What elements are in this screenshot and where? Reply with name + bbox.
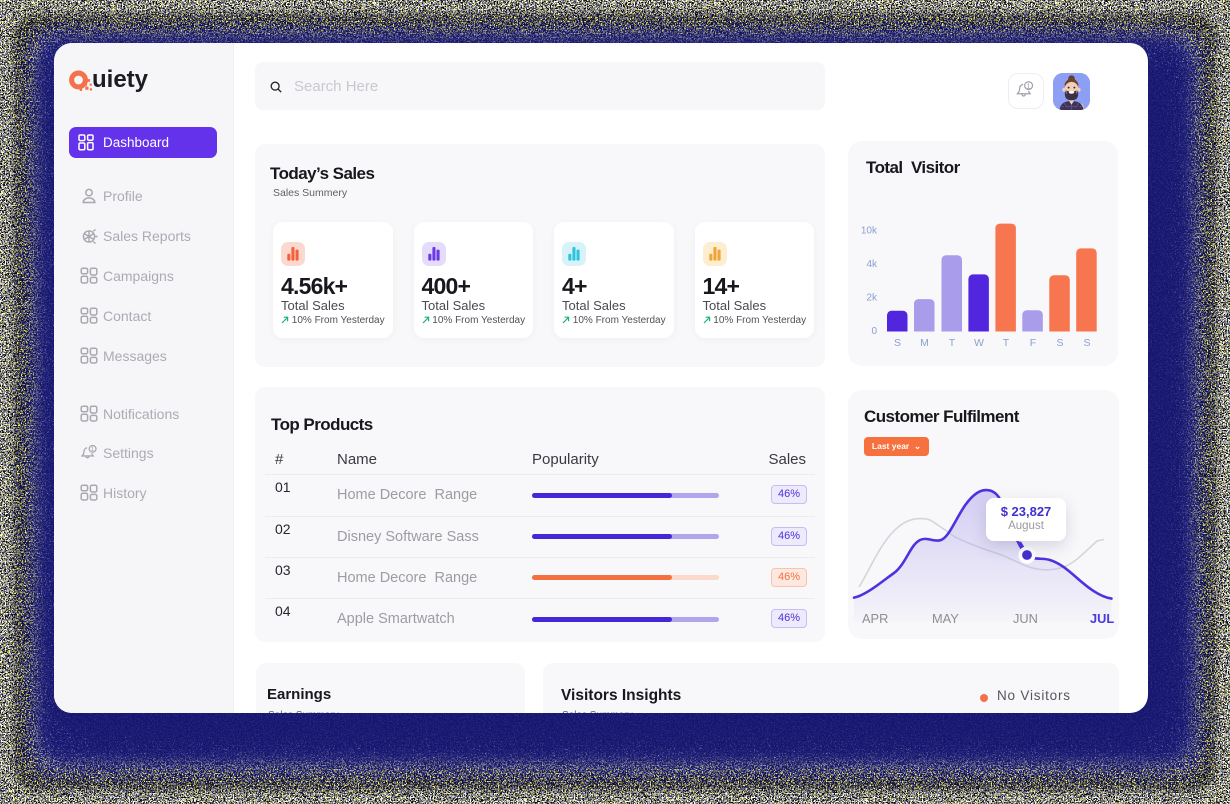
svg-text:JUN: JUN xyxy=(1013,611,1038,626)
svg-text:1: 1 xyxy=(91,446,95,453)
svg-text:W: W xyxy=(974,337,984,349)
svg-text:10k: 10k xyxy=(861,226,878,237)
svg-text:MAY: MAY xyxy=(932,611,959,626)
svg-text:S: S xyxy=(1083,337,1090,349)
svg-text:0: 0 xyxy=(871,326,877,337)
svg-text:S: S xyxy=(894,337,901,349)
svg-text:2k: 2k xyxy=(866,293,878,304)
svg-text:T: T xyxy=(1003,337,1010,349)
svg-text:S: S xyxy=(1056,337,1063,349)
svg-text:4k: 4k xyxy=(866,259,878,270)
svg-text:F: F xyxy=(1030,337,1036,349)
svg-text:APR: APR xyxy=(862,611,888,626)
svg-text:JUL: JUL xyxy=(1090,611,1114,626)
svg-text:1: 1 xyxy=(1027,81,1031,90)
svg-text:T: T xyxy=(949,337,956,349)
svg-text:M: M xyxy=(920,337,929,349)
